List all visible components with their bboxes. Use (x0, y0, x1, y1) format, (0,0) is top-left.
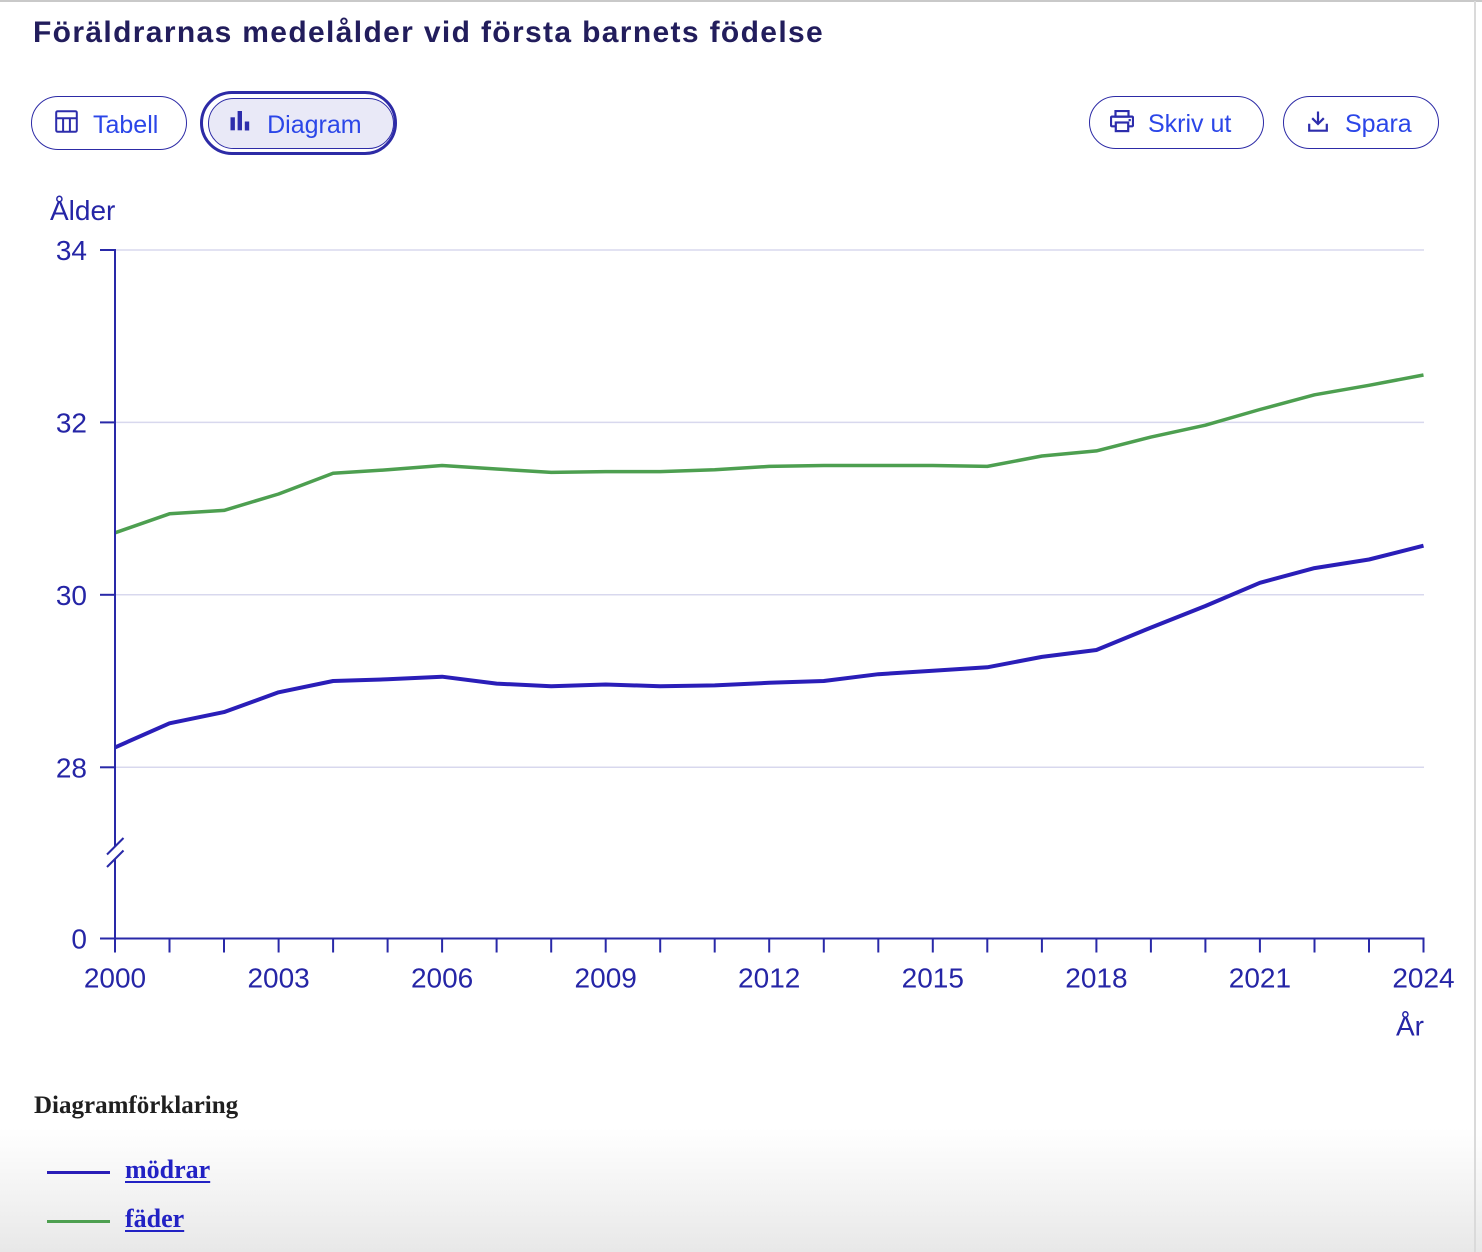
svg-text:Ålder: Ålder (50, 195, 115, 226)
svg-text:2024: 2024 (1392, 963, 1454, 994)
svg-text:34: 34 (56, 235, 87, 266)
svg-text:30: 30 (56, 580, 87, 611)
svg-text:28: 28 (56, 752, 87, 783)
svg-text:År: År (1396, 1011, 1424, 1042)
svg-text:2000: 2000 (84, 963, 146, 994)
svg-text:32: 32 (56, 407, 87, 438)
svg-text:2021: 2021 (1229, 963, 1291, 994)
svg-text:2018: 2018 (1065, 963, 1127, 994)
svg-text:2009: 2009 (575, 963, 637, 994)
svg-text:2012: 2012 (738, 963, 800, 994)
svg-text:0: 0 (71, 924, 87, 955)
svg-text:2015: 2015 (902, 963, 964, 994)
svg-text:2003: 2003 (247, 963, 309, 994)
svg-text:2006: 2006 (411, 963, 473, 994)
